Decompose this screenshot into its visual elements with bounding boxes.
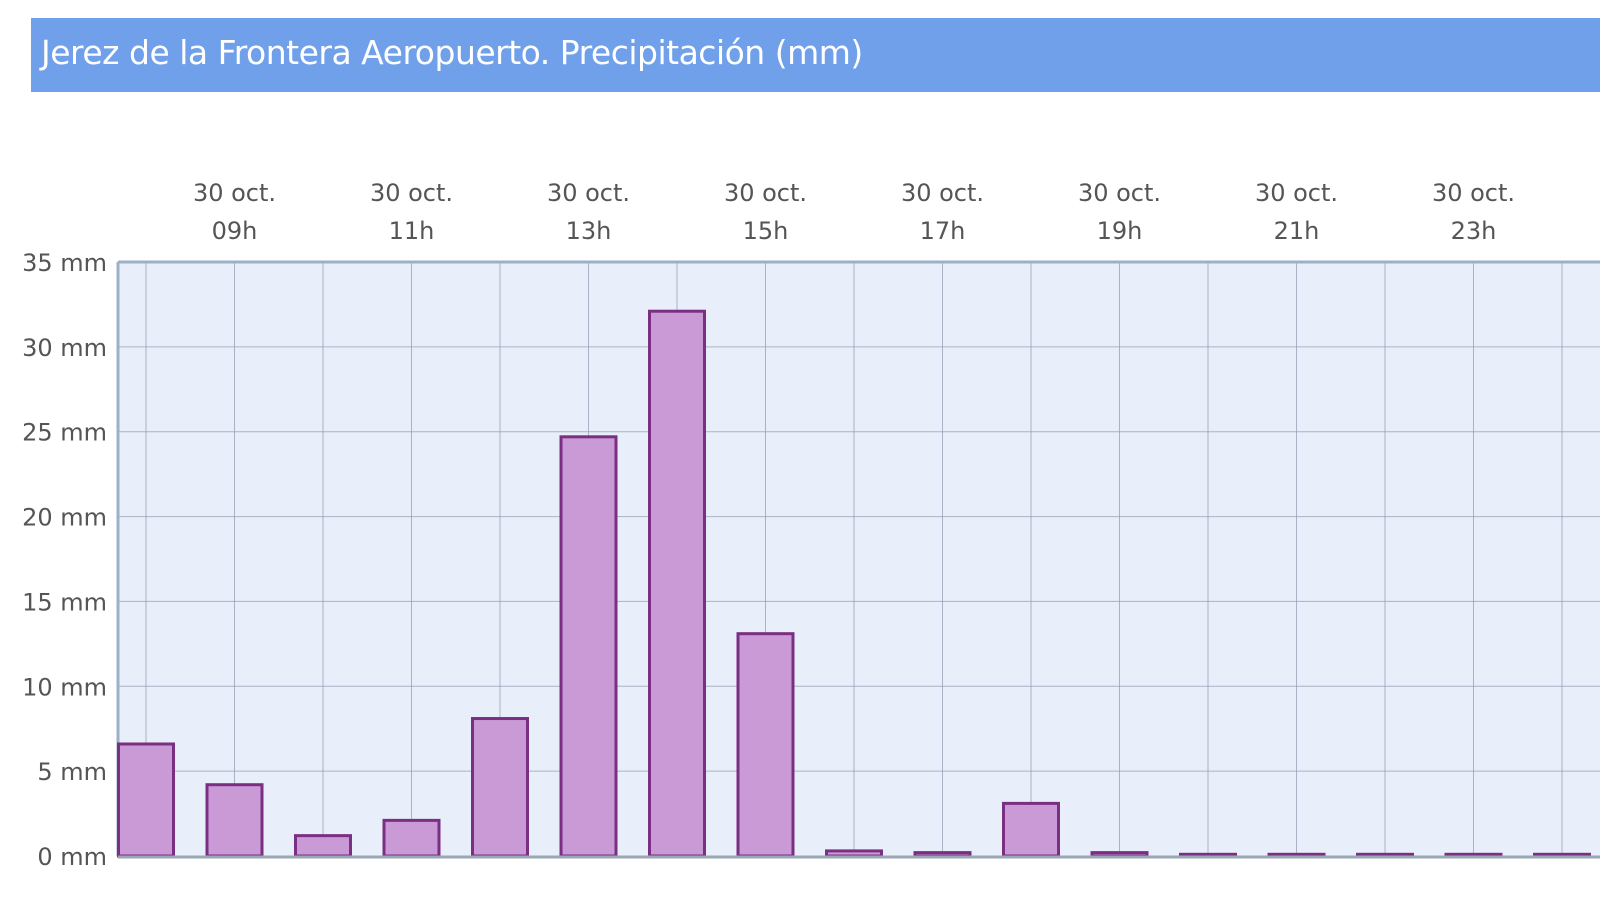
y-tick-label: 0 mm	[37, 843, 107, 871]
chart-title-bar: Jerez de la Frontera Aeropuerto. Precipi…	[31, 18, 1600, 92]
bar	[913, 851, 972, 858]
chart-title: Jerez de la Frontera Aeropuerto. Precipi…	[41, 33, 863, 72]
x-tick-label-date: 30 oct.	[1255, 179, 1338, 207]
plot-area	[118, 262, 1600, 856]
x-tick-label-hour: 15h	[743, 217, 789, 245]
x-tick-label-date: 30 oct.	[901, 179, 984, 207]
bar	[648, 309, 706, 858]
x-tick-label-hour: 21h	[1274, 217, 1320, 245]
y-tick-label: 20 mm	[22, 504, 107, 532]
y-tick-label: 5 mm	[37, 758, 107, 786]
bar	[825, 849, 883, 858]
bar	[1090, 851, 1149, 858]
y-tick-label: 25 mm	[22, 419, 107, 447]
x-tick-label-hour: 11h	[389, 217, 435, 245]
bar	[205, 783, 264, 858]
bar	[471, 717, 529, 858]
x-tick-label-hour: 19h	[1097, 217, 1143, 245]
x-tick-label-hour: 23h	[1451, 217, 1497, 245]
x-tick-label-date: 30 oct.	[724, 179, 807, 207]
bar	[1002, 801, 1060, 858]
y-tick-label: 10 mm	[22, 673, 107, 701]
x-tick-label-hour: 13h	[566, 217, 612, 245]
x-tick-label-hour: 09h	[212, 217, 258, 245]
x-tick-label-date: 30 oct.	[370, 179, 453, 207]
bar	[736, 632, 795, 858]
x-tick-label-date: 30 oct.	[193, 179, 276, 207]
x-tick-label-hour: 17h	[920, 217, 966, 245]
y-tick-label: 35 mm	[22, 249, 107, 277]
bar	[117, 742, 175, 858]
y-tick-label: 15 mm	[22, 588, 107, 616]
x-tick-label-date: 30 oct.	[1432, 179, 1515, 207]
bar	[294, 834, 352, 858]
bar	[559, 435, 618, 858]
x-tick-label-date: 30 oct.	[1078, 179, 1161, 207]
x-tick-label-date: 30 oct.	[547, 179, 630, 207]
y-tick-label: 30 mm	[22, 334, 107, 362]
bar	[382, 818, 441, 858]
